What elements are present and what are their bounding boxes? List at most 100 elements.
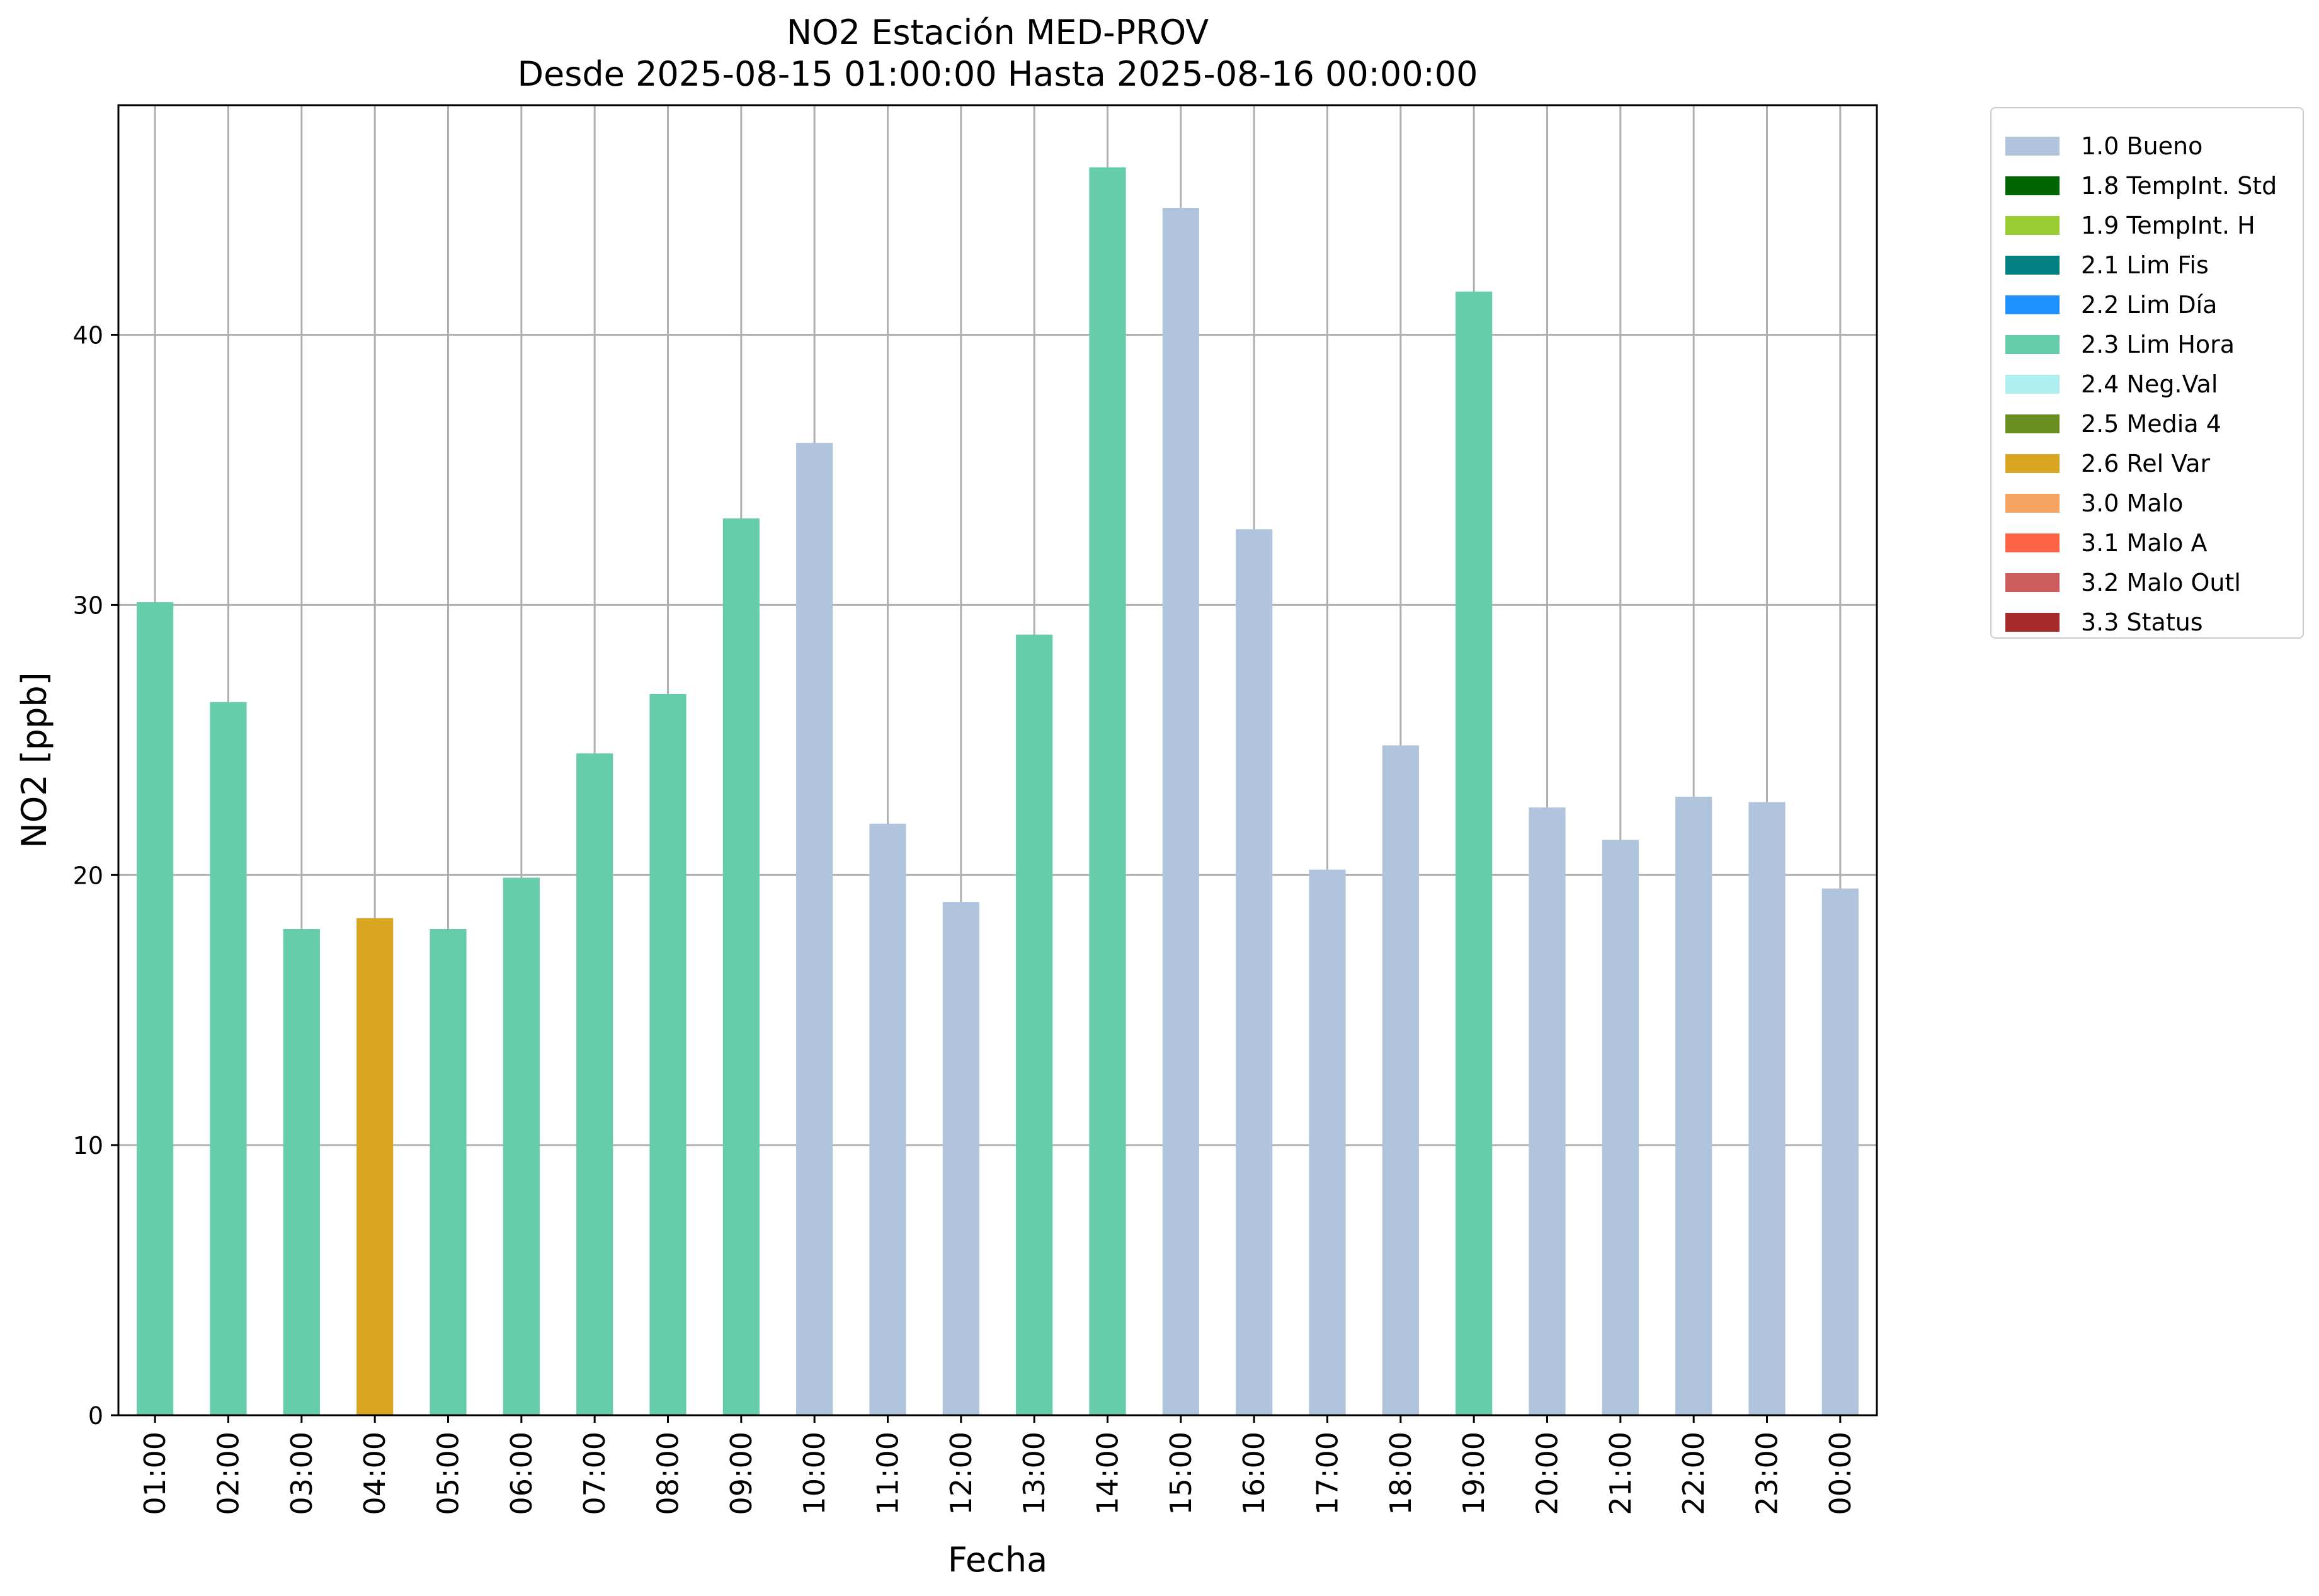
- x-tick-label: 10:00: [797, 1432, 831, 1515]
- x-tick-label: 03:00: [285, 1432, 319, 1515]
- legend-label: 2.5 Media 4: [2081, 409, 2221, 438]
- bar-0300: [283, 929, 320, 1415]
- x-tick-label: 07:00: [578, 1432, 612, 1515]
- legend-label: 1.9 TempInt. H: [2081, 211, 2255, 239]
- legend-swatch: [2005, 255, 2060, 275]
- legend-label: 2.4 Neg.Val: [2081, 370, 2218, 398]
- x-tick-label: 08:00: [651, 1432, 685, 1515]
- y-tick-label: 20: [73, 862, 103, 889]
- x-tick-label: 05:00: [431, 1432, 465, 1515]
- legend-swatch: [2005, 176, 2060, 195]
- legend-label: 2.6 Rel Var: [2081, 449, 2211, 477]
- legend-item: 3.1 Malo A: [2005, 523, 2207, 562]
- bar-1100: [869, 823, 906, 1415]
- y-tick-label: 30: [73, 591, 103, 619]
- legend-swatch: [2005, 533, 2060, 552]
- legend-swatch: [2005, 414, 2060, 433]
- bar-1500: [1162, 207, 1199, 1415]
- legend-item: 3.2 Malo Outl: [2005, 562, 2241, 602]
- legend-swatch: [2005, 374, 2060, 394]
- bar-2000: [1529, 807, 1566, 1415]
- bar-2100: [1602, 840, 1639, 1415]
- x-tick-label: 22:00: [1677, 1432, 1711, 1515]
- x-tick-label: 20:00: [1530, 1432, 1564, 1515]
- legend-item: 2.2 Lim Día: [2005, 285, 2217, 324]
- x-axis-label: Fecha: [948, 1540, 1047, 1580]
- chart-title: NO2 Estación MED-PROV: [786, 13, 1209, 52]
- chart-subtitle: Desde 2025-08-15 01:00:00 Hasta 2025-08-…: [517, 54, 1478, 94]
- legend-swatch: [2005, 215, 2060, 235]
- legend-label: 1.8 TempInt. Std: [2081, 171, 2277, 200]
- bar-0900: [722, 518, 760, 1415]
- y-axis-label: NO2 [ppb]: [14, 672, 54, 848]
- legend-item: 1.9 TempInt. H: [2005, 205, 2255, 245]
- legend-item: 1.8 TempInt. Std: [2005, 166, 2277, 205]
- legend-label: 2.2 Lim Día: [2081, 290, 2218, 319]
- legend-swatch: [2005, 136, 2060, 156]
- legend-item: 2.5 Media 4: [2005, 404, 2221, 443]
- legend-item: 2.4 Neg.Val: [2005, 364, 2218, 404]
- x-tick-label: 19:00: [1457, 1432, 1491, 1515]
- x-tick-label: 11:00: [871, 1432, 905, 1515]
- bar-1200: [942, 902, 979, 1415]
- bar-2300: [1748, 802, 1786, 1415]
- legend-label: 3.2 Malo Outl: [2081, 568, 2241, 596]
- bar-0700: [576, 753, 613, 1415]
- bars: [137, 167, 1859, 1416]
- legend-item: 3.0 Malo: [2005, 483, 2183, 523]
- bar-1700: [1309, 869, 1346, 1415]
- x-tick-label: 13:00: [1017, 1432, 1051, 1515]
- legend-swatch: [2005, 493, 2060, 513]
- x-tick-label: 15:00: [1164, 1432, 1198, 1515]
- bar-1900: [1456, 291, 1493, 1416]
- bar-0100: [137, 602, 174, 1415]
- x-tick-label: 12:00: [944, 1432, 978, 1515]
- y-tick-label: 0: [88, 1402, 103, 1430]
- legend-item: 2.1 Lim Fis: [2005, 245, 2209, 285]
- legend-item: 1.0 Bueno: [2005, 126, 2202, 166]
- x-tick-label: 00:00: [1823, 1432, 1857, 1515]
- legend-swatch: [2005, 334, 2060, 354]
- bar-1800: [1382, 745, 1419, 1415]
- x-tick-label: 14:00: [1091, 1432, 1125, 1515]
- bar-0200: [210, 702, 247, 1415]
- x-tick-label: 21:00: [1604, 1432, 1638, 1515]
- legend-item: 2.3 Lim Hora: [2005, 324, 2235, 364]
- y-axis-ticks: 0 10 20 30 40: [73, 322, 118, 1430]
- legend-label: 2.1 Lim Fis: [2081, 251, 2209, 279]
- legend: 1.0 Bueno 1.8 TempInt. Std 1.9 TempInt. H 2…: [1990, 107, 2304, 639]
- x-tick-label: 02:00: [212, 1432, 246, 1515]
- bar-2200: [1675, 796, 1712, 1415]
- legend-item: 3.3 Status: [2005, 602, 2203, 642]
- x-tick-label: 18:00: [1384, 1432, 1418, 1515]
- legend-label: 2.3 Lim Hora: [2081, 330, 2235, 358]
- x-tick-label: 16:00: [1237, 1432, 1271, 1515]
- bar-1600: [1236, 529, 1273, 1415]
- bar-0400: [356, 918, 394, 1415]
- x-tick-label: 23:00: [1750, 1432, 1784, 1515]
- bar-0500: [430, 929, 467, 1415]
- bar-1000: [796, 443, 833, 1415]
- bar-1300: [1016, 634, 1053, 1415]
- bar-0000: [1821, 888, 1859, 1415]
- bar-1400: [1089, 167, 1126, 1415]
- y-tick-label: 10: [73, 1132, 103, 1160]
- legend-item: 2.6 Rel Var: [2005, 443, 2210, 483]
- x-tick-label: 04:00: [358, 1432, 392, 1515]
- bar-0800: [649, 693, 687, 1415]
- bar-0600: [503, 877, 540, 1415]
- legend-swatch: [2005, 573, 2060, 592]
- x-tick-label: 06:00: [504, 1432, 538, 1515]
- legend-label: 3.0 Malo: [2081, 489, 2184, 517]
- x-tick-label: 17:00: [1311, 1432, 1345, 1515]
- y-tick-label: 40: [73, 322, 103, 350]
- legend-swatch: [2005, 453, 2060, 473]
- x-tick-label: 09:00: [724, 1432, 758, 1515]
- x-tick-label: 01:00: [138, 1432, 172, 1515]
- legend-label: 3.1 Malo A: [2081, 528, 2208, 557]
- legend-label: 3.3 Status: [2081, 608, 2203, 636]
- legend-label: 1.0 Bueno: [2081, 132, 2203, 160]
- x-axis-ticks: 01:00 02:00 03:00 04:00 05:00 06:00 07:00 08:00…: [138, 1415, 1857, 1515]
- plot-frame: [117, 104, 1878, 1416]
